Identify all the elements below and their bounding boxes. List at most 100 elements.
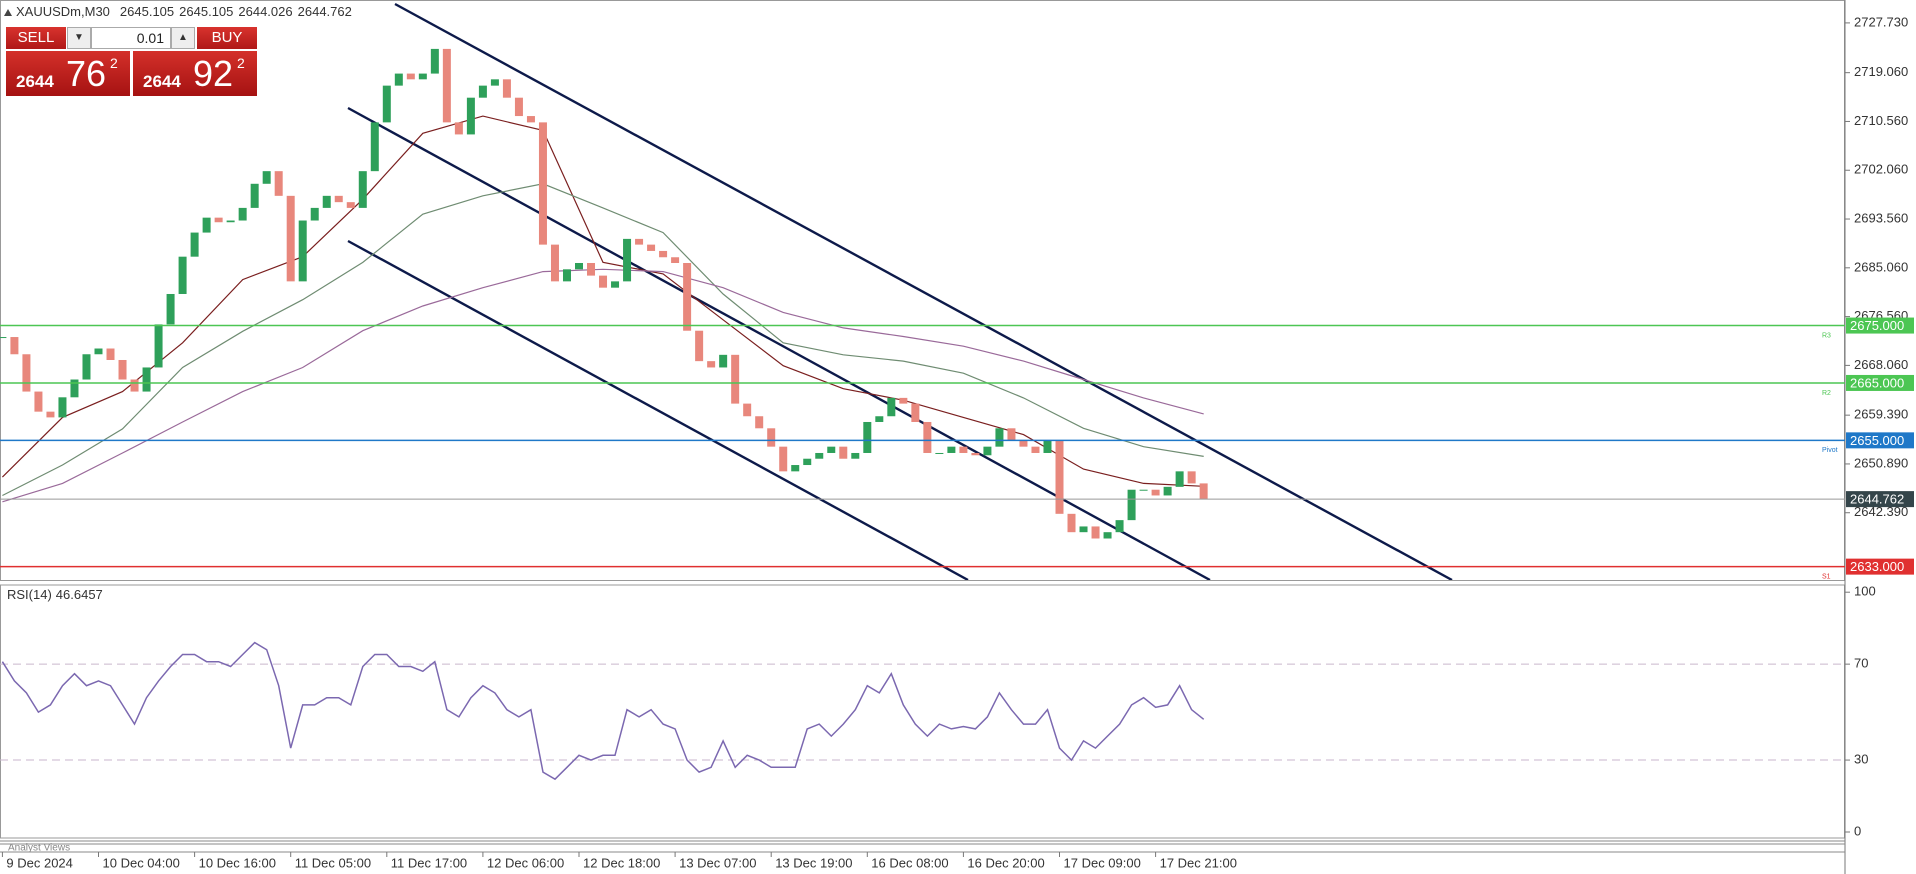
sell-button[interactable]: SELL xyxy=(6,27,66,49)
last-price-label: 2644.762 xyxy=(1850,492,1904,507)
y-tick-label: 2668.060 xyxy=(1854,357,1908,372)
candle xyxy=(647,244,656,251)
level-label: 2665.000 xyxy=(1850,375,1904,390)
level-tag: Pivot xyxy=(1822,447,1838,454)
candle xyxy=(82,354,91,380)
candle xyxy=(611,281,620,288)
lot-input[interactable]: 0.01 xyxy=(91,27,171,49)
y-tick-label: 2719.060 xyxy=(1854,64,1908,79)
candle xyxy=(1007,428,1016,441)
candle xyxy=(827,446,836,453)
candle xyxy=(1031,446,1040,453)
candle xyxy=(322,195,331,208)
level-box xyxy=(1846,374,1914,391)
candle xyxy=(671,257,680,263)
x-tick-label: 9 Dec 2024 xyxy=(6,855,73,870)
channel xyxy=(347,2,1453,580)
rsi-name: RSI(14) xyxy=(7,587,52,602)
candle xyxy=(1115,520,1124,533)
rsi-value: 46.6457 xyxy=(56,587,103,602)
level-box xyxy=(1846,432,1914,449)
candle xyxy=(478,85,487,98)
header: XAUUSDm,M30 2645.105 2645.105 2644.026 2644.… xyxy=(16,4,352,19)
candle xyxy=(0,337,7,339)
candle xyxy=(635,238,644,245)
candle xyxy=(10,337,19,355)
collapse-icon[interactable] xyxy=(4,9,12,16)
price-series xyxy=(0,48,1208,539)
candle xyxy=(430,48,439,74)
symbol: XAUUSDm,M30 xyxy=(16,4,110,19)
candle xyxy=(70,379,79,398)
candle xyxy=(971,452,980,456)
candle xyxy=(94,348,103,355)
candle xyxy=(202,217,211,233)
candle xyxy=(1055,440,1064,514)
rsi-panel xyxy=(0,584,1845,839)
candle xyxy=(274,171,283,196)
candle xyxy=(418,73,427,80)
candle xyxy=(238,207,247,221)
last-price-box xyxy=(1846,491,1914,508)
x-tick-label: 12 Dec 18:00 xyxy=(583,855,660,870)
level-box xyxy=(1846,558,1914,575)
trend-line xyxy=(347,239,969,580)
candle xyxy=(623,238,632,282)
level-label: 2655.000 xyxy=(1850,433,1904,448)
price-big: 2644 xyxy=(143,72,181,91)
candle xyxy=(803,458,812,466)
candle xyxy=(923,421,932,453)
y-tick-label: 2650.890 xyxy=(1854,455,1908,470)
level-label: 2675.000 xyxy=(1850,318,1904,333)
price-small: 2 xyxy=(237,55,245,71)
candle xyxy=(1199,483,1208,499)
lot-up[interactable]: ▲ xyxy=(171,27,195,49)
y-tick-label: 70 xyxy=(1854,656,1868,671)
sell-price[interactable]: 2644 76 2 xyxy=(6,51,130,96)
candle xyxy=(58,397,67,418)
candle xyxy=(466,97,475,135)
y-tick-label: 2642.390 xyxy=(1854,504,1908,519)
candle xyxy=(839,446,848,459)
candle xyxy=(1163,486,1172,496)
level-box xyxy=(1846,317,1914,334)
candle xyxy=(719,354,728,368)
y-tick-label: 2685.060 xyxy=(1854,259,1908,274)
y-tick-label: 2702.060 xyxy=(1854,162,1908,177)
x-tick-label: 11 Dec 05:00 xyxy=(295,855,371,870)
candle xyxy=(514,97,523,117)
candle xyxy=(334,195,343,203)
x-tick-label: 13 Dec 19:00 xyxy=(775,855,852,870)
level-tag: R2 xyxy=(1822,390,1831,397)
buy-price[interactable]: 2644 92 2 xyxy=(133,51,257,96)
x-tick-label: 10 Dec 16:00 xyxy=(199,855,276,870)
price-small: 2 xyxy=(110,55,118,71)
moving-average xyxy=(1,115,1204,487)
x-tick-label: 11 Dec 17:00 xyxy=(391,855,467,870)
lot-down[interactable]: ▼ xyxy=(67,27,91,49)
x-tick-label: 16 Dec 08:00 xyxy=(871,855,948,870)
candle xyxy=(707,361,716,368)
candle xyxy=(370,122,379,172)
candle xyxy=(34,391,43,412)
candle xyxy=(815,452,824,459)
candle xyxy=(1091,526,1100,539)
candle xyxy=(130,379,139,392)
candle xyxy=(562,269,571,282)
x-tick-label: 16 Dec 20:00 xyxy=(967,855,1044,870)
candle xyxy=(346,202,355,208)
candle xyxy=(490,79,499,86)
moving-average xyxy=(2,183,1204,497)
candle xyxy=(911,403,920,422)
candle xyxy=(526,116,535,123)
tab-label[interactable]: Analyst Views xyxy=(8,843,70,854)
buy-button[interactable]: BUY xyxy=(197,27,257,49)
x-tick-label: 17 Dec 21:00 xyxy=(1160,855,1237,870)
open: 2645.105 xyxy=(120,4,174,19)
candle xyxy=(46,411,55,418)
candle xyxy=(442,48,451,123)
candle xyxy=(959,446,968,453)
candle xyxy=(863,421,872,453)
candle xyxy=(851,452,860,459)
